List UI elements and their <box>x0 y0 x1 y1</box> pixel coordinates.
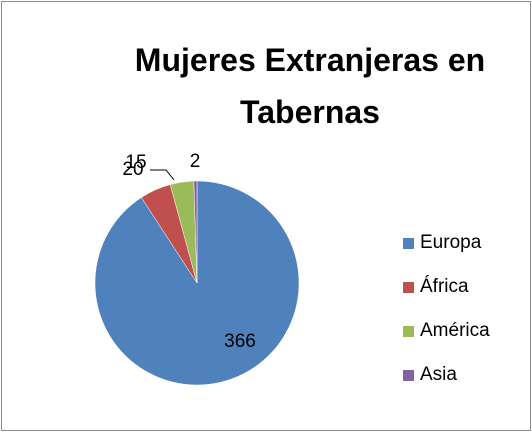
pie-slice <box>94 180 300 386</box>
data-label: 366 <box>224 331 256 352</box>
legend-label: Asia <box>420 364 457 385</box>
leader-line <box>150 169 175 181</box>
legend-swatch <box>403 370 414 381</box>
legend-swatch <box>403 282 414 293</box>
legend-swatch <box>403 238 414 249</box>
legend-label: Europa <box>420 232 482 253</box>
legend-swatch <box>403 326 414 337</box>
legend-label: África <box>420 276 469 297</box>
data-label: 2 <box>190 151 201 172</box>
chart-title: Mujeres Extranjeras en Tabernas <box>134 42 486 130</box>
legend-label: América <box>420 320 490 341</box>
data-label: 15 <box>125 152 146 173</box>
data-label: 20 <box>122 159 143 180</box>
pie-slice <box>193 180 198 284</box>
